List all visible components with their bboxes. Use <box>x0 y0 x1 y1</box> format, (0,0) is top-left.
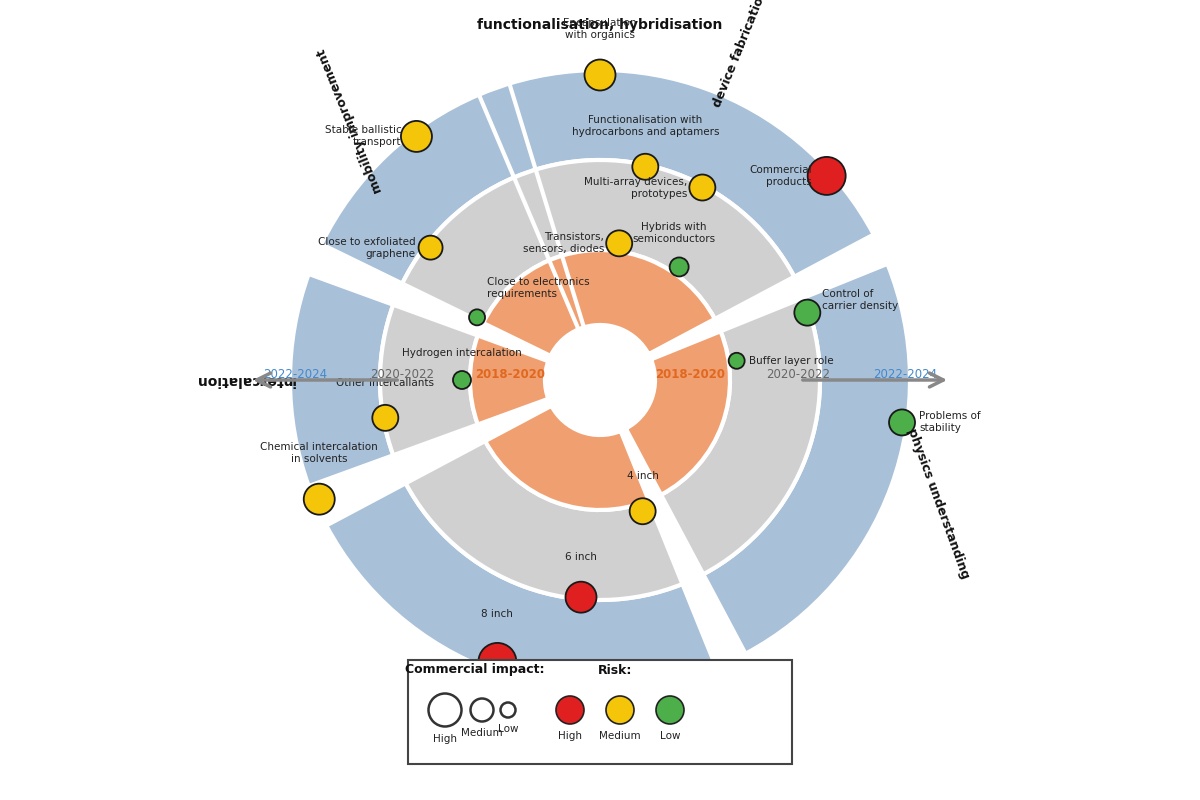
Circle shape <box>794 300 821 326</box>
Circle shape <box>545 325 655 435</box>
Text: Control of
carrier density: Control of carrier density <box>822 289 899 310</box>
Wedge shape <box>484 260 578 356</box>
Text: High: High <box>433 734 457 743</box>
Circle shape <box>606 696 634 724</box>
Text: Low: Low <box>498 725 518 734</box>
Circle shape <box>304 484 335 514</box>
Text: up-scaling: up-scaling <box>458 682 496 754</box>
Circle shape <box>689 174 715 201</box>
Text: Hydrogen intercalation: Hydrogen intercalation <box>402 348 522 358</box>
Text: 2022-2024: 2022-2024 <box>263 367 328 381</box>
Text: Commercial impact:: Commercial impact: <box>406 663 545 677</box>
Wedge shape <box>509 70 874 277</box>
Text: 2020-2022: 2020-2022 <box>370 367 434 381</box>
Text: 4 inch: 4 inch <box>626 471 659 482</box>
Text: Other intercallants: Other intercallants <box>336 378 434 388</box>
Wedge shape <box>562 250 715 354</box>
Text: 6 inch: 6 inch <box>565 552 596 562</box>
Wedge shape <box>485 250 715 354</box>
Circle shape <box>556 696 584 724</box>
Text: 2022-2024: 2022-2024 <box>872 367 937 381</box>
Wedge shape <box>470 335 548 425</box>
Text: Risk:: Risk: <box>598 663 632 677</box>
Circle shape <box>728 353 745 369</box>
Wedge shape <box>290 274 394 486</box>
Text: Medium: Medium <box>461 729 503 738</box>
Wedge shape <box>326 70 874 277</box>
Wedge shape <box>626 331 730 494</box>
Circle shape <box>428 694 462 726</box>
Wedge shape <box>380 305 478 455</box>
Wedge shape <box>703 264 910 654</box>
Circle shape <box>606 230 632 256</box>
Circle shape <box>500 702 516 718</box>
Circle shape <box>479 643 516 681</box>
Text: 2018-2020: 2018-2020 <box>475 367 545 381</box>
Text: High: High <box>558 731 582 741</box>
Text: Medium: Medium <box>599 731 641 741</box>
Text: 2018-2020: 2018-2020 <box>655 367 725 381</box>
Text: Functionalisation with
hydrocarbons and aptamers: Functionalisation with hydrocarbons and … <box>571 114 719 137</box>
Text: Close to exfoliated
graphene: Close to exfoliated graphene <box>318 237 415 258</box>
Wedge shape <box>406 441 683 600</box>
Text: Stable ballistic
transport: Stable ballistic transport <box>325 126 402 147</box>
Text: Close to electronics
requirements: Close to electronics requirements <box>487 278 589 299</box>
Circle shape <box>670 258 689 277</box>
Text: Transistors,
sensors, diodes: Transistors, sensors, diodes <box>523 232 605 254</box>
Wedge shape <box>406 160 794 319</box>
Circle shape <box>565 582 596 613</box>
Circle shape <box>889 410 916 435</box>
Wedge shape <box>326 483 716 690</box>
Text: physics understanding: physics understanding <box>905 426 972 580</box>
Wedge shape <box>535 160 794 319</box>
Text: Hybrids with
semiconductors: Hybrids with semiconductors <box>632 222 715 245</box>
Circle shape <box>454 371 470 389</box>
Text: device fabrication: device fabrication <box>710 0 770 110</box>
Circle shape <box>656 696 684 724</box>
Circle shape <box>401 121 432 152</box>
Circle shape <box>372 405 398 431</box>
FancyBboxPatch shape <box>408 660 792 764</box>
Circle shape <box>632 154 659 180</box>
Text: Multi-array devices,
prototypes: Multi-array devices, prototypes <box>584 177 688 198</box>
Text: Low: Low <box>660 731 680 741</box>
Wedge shape <box>485 406 649 510</box>
Circle shape <box>584 59 616 90</box>
Circle shape <box>469 310 485 326</box>
Text: 2020-2022: 2020-2022 <box>766 367 830 381</box>
Wedge shape <box>322 94 514 283</box>
Circle shape <box>808 157 846 195</box>
Text: intercalation: intercalation <box>194 373 295 387</box>
Text: Problems of
stability: Problems of stability <box>919 411 980 434</box>
Text: 8 inch: 8 inch <box>481 609 514 619</box>
Wedge shape <box>661 298 820 574</box>
Wedge shape <box>402 178 550 323</box>
Circle shape <box>630 498 655 524</box>
Text: Commercial
products: Commercial products <box>749 165 811 187</box>
Circle shape <box>470 698 493 722</box>
Text: Chemical intercalation
in solvents: Chemical intercalation in solvents <box>260 442 378 464</box>
Text: Encapsulation
with organics: Encapsulation with organics <box>563 18 637 39</box>
Text: functionalisation, hybridisation: functionalisation, hybridisation <box>478 18 722 32</box>
Text: mobility improvement: mobility improvement <box>314 47 385 195</box>
Circle shape <box>419 236 443 260</box>
Text: Buffer layer role: Buffer layer role <box>749 356 833 366</box>
